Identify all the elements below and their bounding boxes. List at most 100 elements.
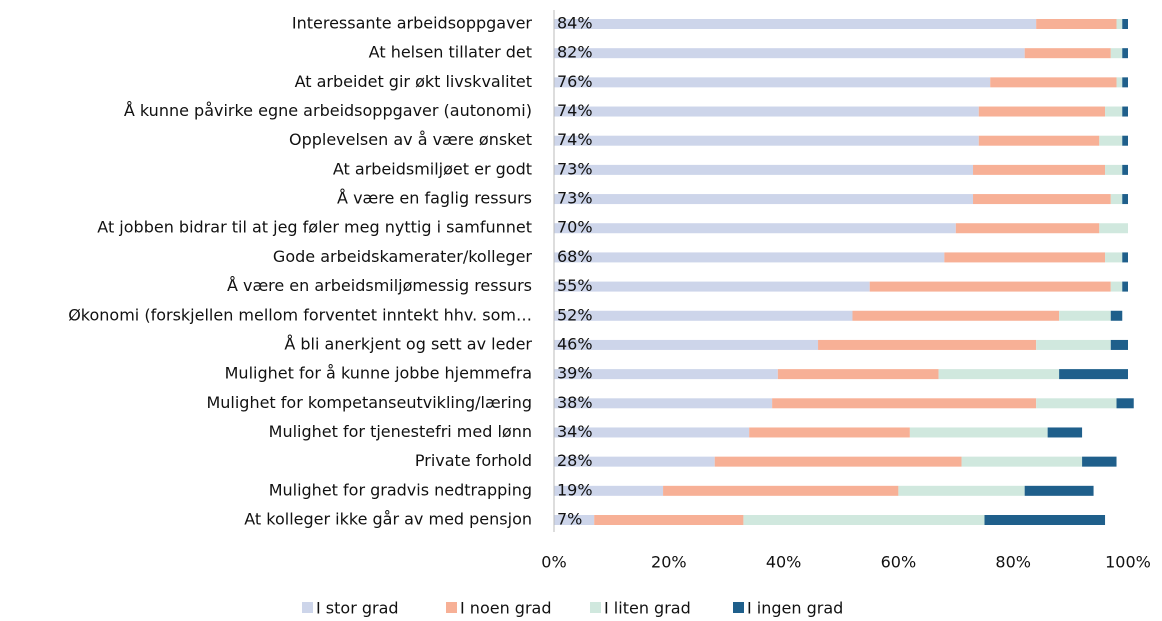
bar-segment (1110, 281, 1123, 292)
value-label: 84% (557, 14, 593, 33)
bar-segment (1105, 106, 1123, 117)
value-label: 68% (557, 247, 593, 266)
category-label: Å kunne påvirke egne arbeidsoppgaver (au… (124, 101, 532, 120)
bar-segment (554, 281, 870, 292)
category-label: Mulighet for kompetanseutvikling/læring (206, 393, 532, 412)
category-label: Økonomi (forskjellen mellom forventet in… (68, 305, 532, 324)
bar-segment (984, 515, 1106, 525)
value-label: 74% (557, 130, 593, 149)
bar-segment (955, 223, 1100, 234)
category-label: Mulighet for tjenestefri med lønn (269, 422, 532, 441)
bar-segment (554, 252, 945, 263)
category-label: Mulighet for å kunne jobbe hjemmefra (225, 364, 532, 383)
bar-segment (554, 369, 778, 380)
bar-segment (818, 339, 1037, 350)
category-label: Å være en arbeidsmiljømessig ressurs (227, 276, 532, 295)
bar-segment (1059, 369, 1128, 380)
bar-segment (554, 135, 979, 146)
bar-segment (898, 485, 1025, 496)
bar-segment (1122, 106, 1128, 117)
legend-label: I liten grad (604, 599, 691, 618)
bar-segment (777, 369, 939, 380)
value-label: 7% (557, 510, 582, 529)
bar-segment (1122, 194, 1128, 205)
bar-segment (1110, 310, 1123, 321)
bar-segment (743, 515, 985, 525)
bar-segment (869, 281, 1111, 292)
value-label: 28% (557, 451, 593, 470)
category-label: Private forhold (415, 451, 532, 470)
category-label: At arbeidet gir økt livskvalitet (295, 72, 532, 91)
bar-segment (554, 77, 991, 88)
bar-segment (554, 194, 974, 205)
bar-segment (1122, 135, 1128, 146)
bar-segment (1110, 48, 1123, 59)
bar-segment (554, 164, 974, 175)
value-label: 52% (557, 305, 593, 324)
bar-segment (944, 252, 1106, 263)
bar-segment (1047, 427, 1083, 438)
bar-segment (852, 310, 1060, 321)
bar-segment (1099, 223, 1128, 234)
value-label: 73% (557, 159, 593, 178)
bar-segment (772, 398, 1037, 409)
bar-segment (973, 194, 1111, 205)
x-tick-label: 0% (541, 553, 566, 572)
bar-segment (1116, 77, 1123, 88)
bar-segment (714, 456, 962, 467)
legend-swatch (590, 602, 601, 613)
x-tick-label: 20% (651, 553, 687, 572)
bar-segment (554, 48, 1025, 59)
bar-segment (961, 456, 1083, 467)
value-label: 74% (557, 101, 593, 120)
bar-segment (554, 310, 853, 321)
bar-segment (1059, 310, 1111, 321)
bar-segment (1024, 485, 1094, 496)
bar-segment (909, 427, 1048, 438)
bar-segment (1036, 339, 1111, 350)
value-label: 34% (557, 422, 593, 441)
legend-label: I noen grad (460, 599, 552, 618)
bar-segment (554, 339, 819, 350)
value-label: 55% (557, 276, 593, 295)
legend-swatch (733, 602, 744, 613)
category-label: At helsen tillater det (369, 43, 532, 62)
bar-segment (978, 135, 1100, 146)
category-label: Å være en faglig ressurs (337, 189, 532, 208)
bar-segment (1105, 164, 1123, 175)
category-label: Mulighet for gradvis nedtrapping (269, 480, 532, 499)
value-label: 19% (557, 480, 593, 499)
x-tick-label: 100% (1105, 553, 1151, 572)
bar-segment (1105, 252, 1123, 263)
bar-segment (1122, 48, 1128, 59)
bar-segment (554, 223, 956, 234)
value-label: 70% (557, 218, 593, 237)
bar-segment (1024, 48, 1111, 59)
x-tick-label: 40% (766, 553, 802, 572)
bar-segment (1122, 281, 1128, 292)
bar-segment (1122, 19, 1128, 29)
bar-segment (594, 515, 744, 525)
bar-segment (554, 19, 1037, 29)
bar-segment (554, 456, 715, 467)
category-label: At jobben bidrar til at jeg føler meg ny… (97, 218, 532, 237)
bar-segment (554, 427, 750, 438)
legend-label: I ingen grad (747, 599, 843, 618)
bar-segment (1116, 19, 1123, 29)
bar-segment (554, 398, 773, 409)
value-label: 39% (557, 364, 593, 383)
value-label: 38% (557, 393, 593, 412)
bar-segment (978, 106, 1106, 117)
bar-segment (554, 106, 979, 117)
bar-segment (1122, 77, 1128, 88)
legend-swatch (446, 602, 457, 613)
bar-segment (749, 427, 910, 438)
bar-segment (1082, 456, 1117, 467)
value-label: 76% (557, 72, 593, 91)
bar-segment (1036, 19, 1117, 29)
bar-segment (554, 515, 595, 525)
category-label: Gode arbeidskamerater/kolleger (273, 247, 533, 266)
x-tick-label: 60% (881, 553, 917, 572)
bar-segment (663, 485, 899, 496)
